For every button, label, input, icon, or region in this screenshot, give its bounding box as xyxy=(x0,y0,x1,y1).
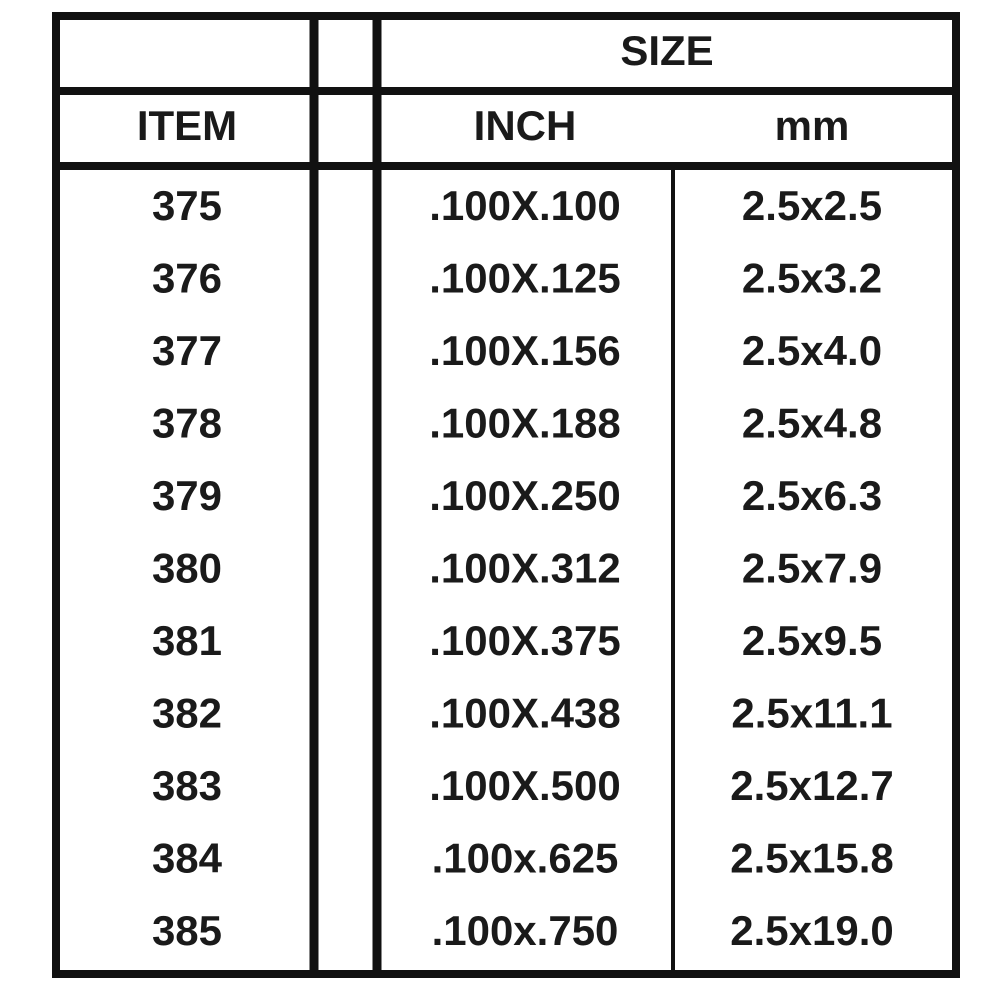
item-cell: 384 xyxy=(152,835,223,882)
item-cell: 376 xyxy=(152,255,222,302)
mm-header: mm xyxy=(775,102,850,149)
inch-cell: .100X.438 xyxy=(429,690,621,737)
item-cell: 382 xyxy=(152,690,222,737)
item-cell: 377 xyxy=(152,327,222,374)
inch-cell: .100X.250 xyxy=(429,472,621,519)
inch-cell: .100X.156 xyxy=(429,327,621,374)
mm-cell: 2.5x4.8 xyxy=(742,400,882,447)
item-cell: 379 xyxy=(152,472,222,519)
mm-cell: 2.5x11.1 xyxy=(731,690,892,737)
item-header: ITEM xyxy=(137,102,237,149)
inch-cell: .100x.750 xyxy=(432,907,619,954)
inch-cell: .100X.312 xyxy=(429,545,621,592)
mm-cell: 2.5x4.0 xyxy=(742,327,882,374)
mm-cell: 2.5x15.8 xyxy=(730,835,894,882)
inch-cell: .100X.500 xyxy=(429,762,621,809)
inch-cell: .100X.188 xyxy=(429,400,621,447)
mm-cell: 2.5x3.2 xyxy=(742,255,882,302)
inch-cell: .100X.125 xyxy=(429,255,621,302)
inch-cell: .100X.375 xyxy=(429,617,621,664)
table-border xyxy=(52,12,960,978)
mm-cell: 2.5x6.3 xyxy=(742,472,882,519)
item-cell: 380 xyxy=(152,545,222,592)
mm-cell: 2.5x12.7 xyxy=(730,762,894,809)
item-cell: 375 xyxy=(152,182,222,229)
inch-cell: .100x.625 xyxy=(432,835,619,882)
inch-cell: .100X.100 xyxy=(429,182,621,229)
mm-cell: 2.5x9.5 xyxy=(742,617,882,664)
item-cell: 383 xyxy=(152,762,222,809)
mm-cell: 2.5x7.9 xyxy=(742,545,882,592)
size-header: SIZE xyxy=(620,27,713,74)
item-cell: 378 xyxy=(152,400,222,447)
mm-cell: 2.5x19.0 xyxy=(730,907,894,954)
item-cell: 385 xyxy=(152,907,222,954)
mm-cell: 2.5x2.5 xyxy=(742,182,882,229)
inch-header: INCH xyxy=(474,102,577,149)
item-cell: 381 xyxy=(152,617,222,664)
